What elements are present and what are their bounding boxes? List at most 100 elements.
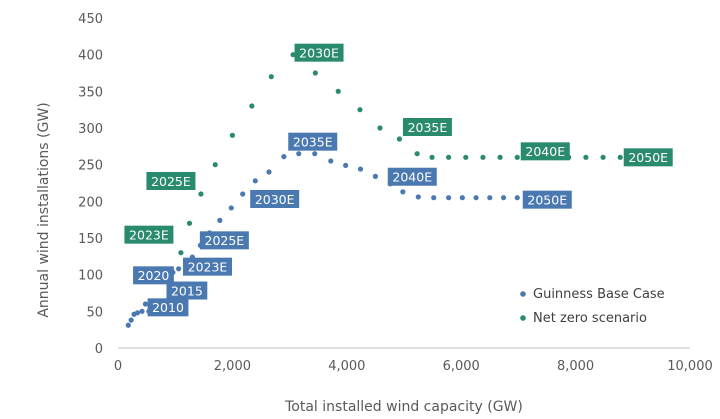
y-axis-label: Annual wind installations (GW) bbox=[36, 102, 52, 317]
data-point bbox=[446, 154, 452, 160]
data-label-box bbox=[124, 225, 174, 244]
data-point bbox=[431, 195, 437, 201]
legend-marker bbox=[520, 315, 526, 321]
data-label: 2035E bbox=[288, 132, 338, 151]
data-label-box bbox=[522, 190, 572, 209]
data-point bbox=[617, 154, 623, 160]
data-point bbox=[357, 107, 363, 113]
data-point bbox=[429, 154, 435, 160]
data-point bbox=[134, 310, 141, 316]
y-tick-label: 0 bbox=[95, 342, 103, 357]
data-label-text: 2015 bbox=[171, 283, 203, 298]
data-label-text: 2025E bbox=[151, 174, 191, 189]
data-point bbox=[500, 195, 507, 201]
data-label: 2040E bbox=[387, 167, 437, 186]
y-tick-label: 350 bbox=[78, 85, 103, 100]
legend-marker bbox=[520, 291, 526, 297]
data-label-box bbox=[623, 148, 673, 167]
data-point bbox=[463, 154, 469, 160]
data-label: 2030E bbox=[250, 190, 300, 208]
data-point bbox=[290, 52, 296, 58]
data-label-box bbox=[402, 118, 452, 136]
data-point bbox=[343, 162, 349, 168]
data-point bbox=[600, 154, 606, 160]
x-tick-labels: 0 2,000 4,000 6,000 8,000 10,000 bbox=[114, 359, 713, 374]
data-label-text: 2040E bbox=[392, 170, 432, 185]
data-point bbox=[176, 266, 182, 272]
data-point bbox=[296, 151, 302, 157]
data-point bbox=[446, 195, 452, 201]
data-point bbox=[212, 162, 218, 168]
y-tick-label: 400 bbox=[78, 49, 103, 64]
x-tick-label: 8,000 bbox=[557, 359, 594, 374]
data-point bbox=[415, 194, 421, 200]
data-point bbox=[328, 158, 334, 164]
data-label: 2025E bbox=[199, 231, 249, 250]
data-label: 2025E bbox=[146, 172, 196, 190]
y-tick-label: 100 bbox=[78, 269, 103, 284]
data-point bbox=[139, 308, 145, 314]
data-label-box bbox=[250, 190, 300, 208]
data-label: 2050E bbox=[522, 190, 572, 209]
x-tick-label: 6,000 bbox=[443, 359, 480, 374]
data-label-text: 2040E bbox=[525, 144, 565, 159]
data-label: 2023E bbox=[182, 257, 232, 276]
data-point bbox=[178, 250, 184, 256]
data-label-box bbox=[387, 167, 437, 186]
data-point bbox=[198, 191, 204, 197]
data-point bbox=[514, 195, 520, 201]
data-point bbox=[487, 195, 493, 201]
data-label: 2030E bbox=[294, 43, 344, 62]
data-label-text: 2023E bbox=[188, 259, 228, 274]
data-label-text: 2035E bbox=[408, 120, 448, 135]
data-point bbox=[125, 322, 131, 328]
data-point bbox=[249, 103, 255, 109]
data-label-box bbox=[182, 257, 232, 276]
data-point bbox=[459, 195, 465, 201]
data-point bbox=[480, 154, 486, 160]
data-label-box bbox=[520, 142, 570, 161]
data-point bbox=[396, 136, 403, 142]
data-point bbox=[228, 205, 234, 211]
data-point bbox=[400, 189, 406, 195]
data-point bbox=[414, 151, 420, 157]
x-axis-label: Total installed wind capacity (GW) bbox=[284, 399, 523, 415]
data-label: 2035E bbox=[402, 118, 452, 136]
data-point bbox=[377, 125, 383, 131]
data-label-text: 2030E bbox=[299, 45, 339, 60]
data-label: 2050E bbox=[623, 148, 673, 167]
x-tick-label: 10,000 bbox=[667, 359, 713, 374]
y-tick-label: 200 bbox=[78, 195, 103, 210]
data-point bbox=[583, 154, 589, 160]
y-tick-label: 50 bbox=[86, 305, 103, 320]
data-point bbox=[268, 74, 274, 80]
data-label-box bbox=[166, 281, 208, 300]
data-point bbox=[497, 154, 503, 160]
data-label-box bbox=[133, 266, 174, 285]
data-label-box bbox=[146, 172, 196, 190]
data-label: 2023E bbox=[124, 225, 174, 244]
data-point bbox=[186, 220, 193, 226]
y-tick-label: 300 bbox=[78, 122, 103, 137]
data-point bbox=[266, 169, 272, 175]
data-point bbox=[312, 70, 318, 76]
data-label-text: 2023E bbox=[129, 227, 169, 242]
data-label-box bbox=[147, 298, 189, 317]
data-point bbox=[240, 191, 246, 197]
data-label: 2010 bbox=[147, 298, 189, 317]
data-label-text: 2050E bbox=[527, 192, 567, 207]
data-label-text: 2020 bbox=[138, 268, 170, 283]
data-point bbox=[372, 173, 378, 179]
data-point bbox=[217, 217, 223, 223]
data-point bbox=[252, 178, 258, 184]
legend-label: Net zero scenario bbox=[533, 311, 647, 326]
data-label-text: 2050E bbox=[628, 150, 668, 165]
data-label-box bbox=[294, 43, 344, 62]
data-label-box bbox=[288, 132, 338, 151]
data-point bbox=[473, 195, 479, 201]
x-tick-label: 2,000 bbox=[214, 359, 251, 374]
data-label-text: 2010 bbox=[152, 300, 184, 315]
